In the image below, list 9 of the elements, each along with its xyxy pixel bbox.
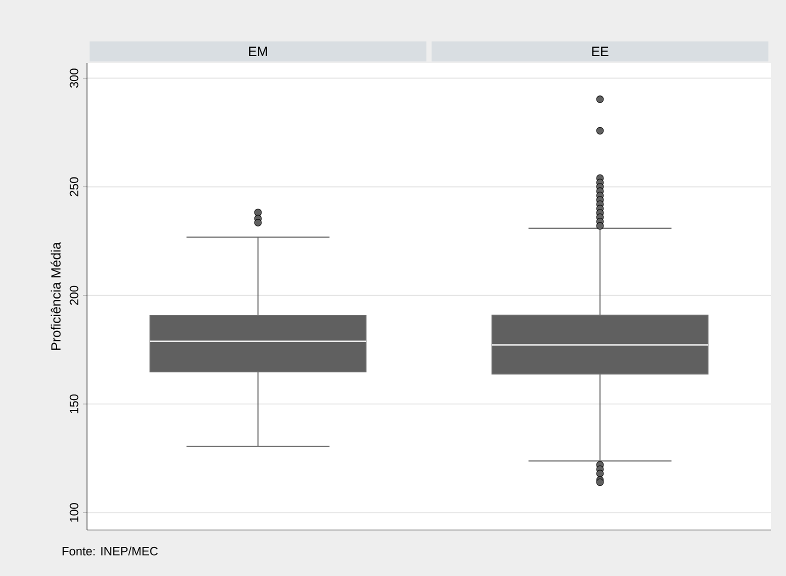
x-tick-label: EE	[592, 46, 608, 56]
y-axis-title: Proficiência Média	[50, 242, 61, 350]
y-tick-label: 150	[70, 394, 78, 414]
x-tick-label: EM	[249, 46, 267, 56]
y-tick-label: 250	[70, 177, 78, 196]
y-tick-label: 200	[70, 286, 78, 305]
source-note: Fonte: INEP/MEC	[62, 546, 158, 556]
y-tick-label: 300	[70, 68, 78, 88]
y-tick-label: 100	[70, 503, 78, 522]
